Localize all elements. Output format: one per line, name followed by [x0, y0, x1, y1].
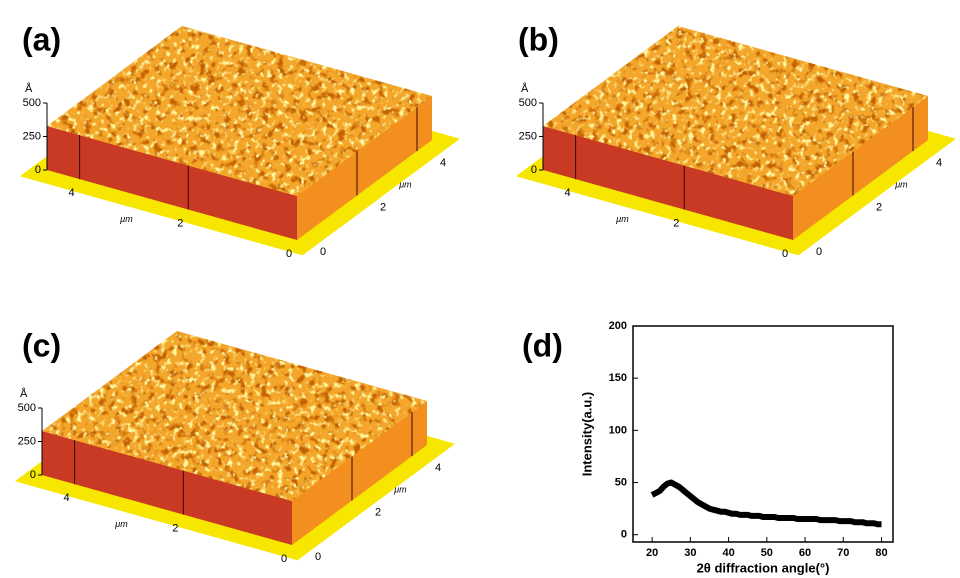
side-wall — [793, 96, 928, 240]
x-tick-label: 0 — [782, 248, 788, 260]
z-axis-label: Å — [25, 82, 33, 95]
y-tick-label: 2 — [876, 201, 882, 213]
y-tick-label: 0 — [816, 246, 822, 258]
y-axis-label: μm — [398, 179, 412, 189]
x-tick-label: 4 — [565, 187, 571, 199]
z-tick-label: 0 — [35, 164, 41, 176]
x-tick-label: 80 — [875, 547, 887, 559]
x-axis-label: μm — [114, 519, 128, 529]
x-tick-label: 40 — [722, 547, 734, 559]
y-tick-label: 200 — [609, 320, 627, 332]
x-tick-label: 30 — [684, 547, 696, 559]
surface-highlight — [543, 26, 928, 196]
x-tick-label: 2 — [177, 217, 183, 229]
data-line — [650, 479, 882, 528]
surface-highlight — [47, 26, 432, 196]
x-tick-label: 60 — [799, 547, 811, 559]
z-tick-label: 0 — [30, 469, 36, 481]
y-tick-label: 4 — [435, 462, 441, 474]
x-tick-label: 70 — [837, 547, 849, 559]
y-tick-label: 0 — [621, 529, 627, 541]
z-tick-label: 250 — [519, 130, 537, 142]
y-tick-label: 4 — [440, 157, 446, 169]
y-tick-label: 50 — [615, 476, 627, 488]
z-axis-label: Å — [521, 82, 529, 95]
y-tick-label: 100 — [609, 424, 627, 436]
x-tick-label: 4 — [64, 492, 70, 504]
y-tick-label: 150 — [609, 372, 627, 384]
z-tick-label: 250 — [23, 130, 41, 142]
panel-label: (d) — [522, 327, 563, 363]
z-axis-label: Å — [20, 387, 28, 400]
z-tick-label: 500 — [18, 402, 36, 414]
x-axis-label: μm — [615, 214, 629, 224]
y-axis-label: Intensity(a.u.) — [579, 392, 594, 477]
y-tick-label: 2 — [380, 201, 386, 213]
x-tick-label: 4 — [69, 187, 75, 199]
plot-frame — [632, 325, 894, 543]
side-wall — [292, 401, 427, 545]
z-tick-label: 500 — [23, 97, 41, 109]
front-wall — [42, 431, 292, 545]
x-axis-label: μm — [119, 214, 133, 224]
x-tick-label: 50 — [761, 547, 773, 559]
panel-label: (b) — [518, 21, 559, 57]
y-axis-label: μm — [393, 484, 407, 494]
y-axis-label: μm — [894, 179, 908, 189]
y-tick-label: 2 — [375, 506, 381, 518]
x-tick-label: 0 — [281, 553, 287, 565]
side-wall — [297, 96, 432, 240]
x-axis-label: 2θ diffraction angle(°) — [697, 560, 830, 575]
panel-label: (a) — [22, 21, 61, 57]
x-tick-label: 0 — [286, 248, 292, 260]
y-tick-label: 4 — [936, 157, 942, 169]
front-wall — [47, 126, 297, 240]
y-tick-label: 0 — [315, 551, 321, 563]
panel-label: (c) — [22, 327, 61, 363]
z-tick-label: 250 — [18, 435, 36, 447]
z-tick-label: 0 — [531, 164, 537, 176]
y-tick-label: 0 — [320, 246, 326, 258]
x-tick-label: 2 — [172, 522, 178, 534]
z-tick-label: 500 — [519, 97, 537, 109]
x-tick-label: 20 — [646, 547, 658, 559]
x-tick-label: 2 — [673, 217, 679, 229]
front-wall — [543, 126, 793, 240]
surface-highlight — [42, 331, 427, 501]
